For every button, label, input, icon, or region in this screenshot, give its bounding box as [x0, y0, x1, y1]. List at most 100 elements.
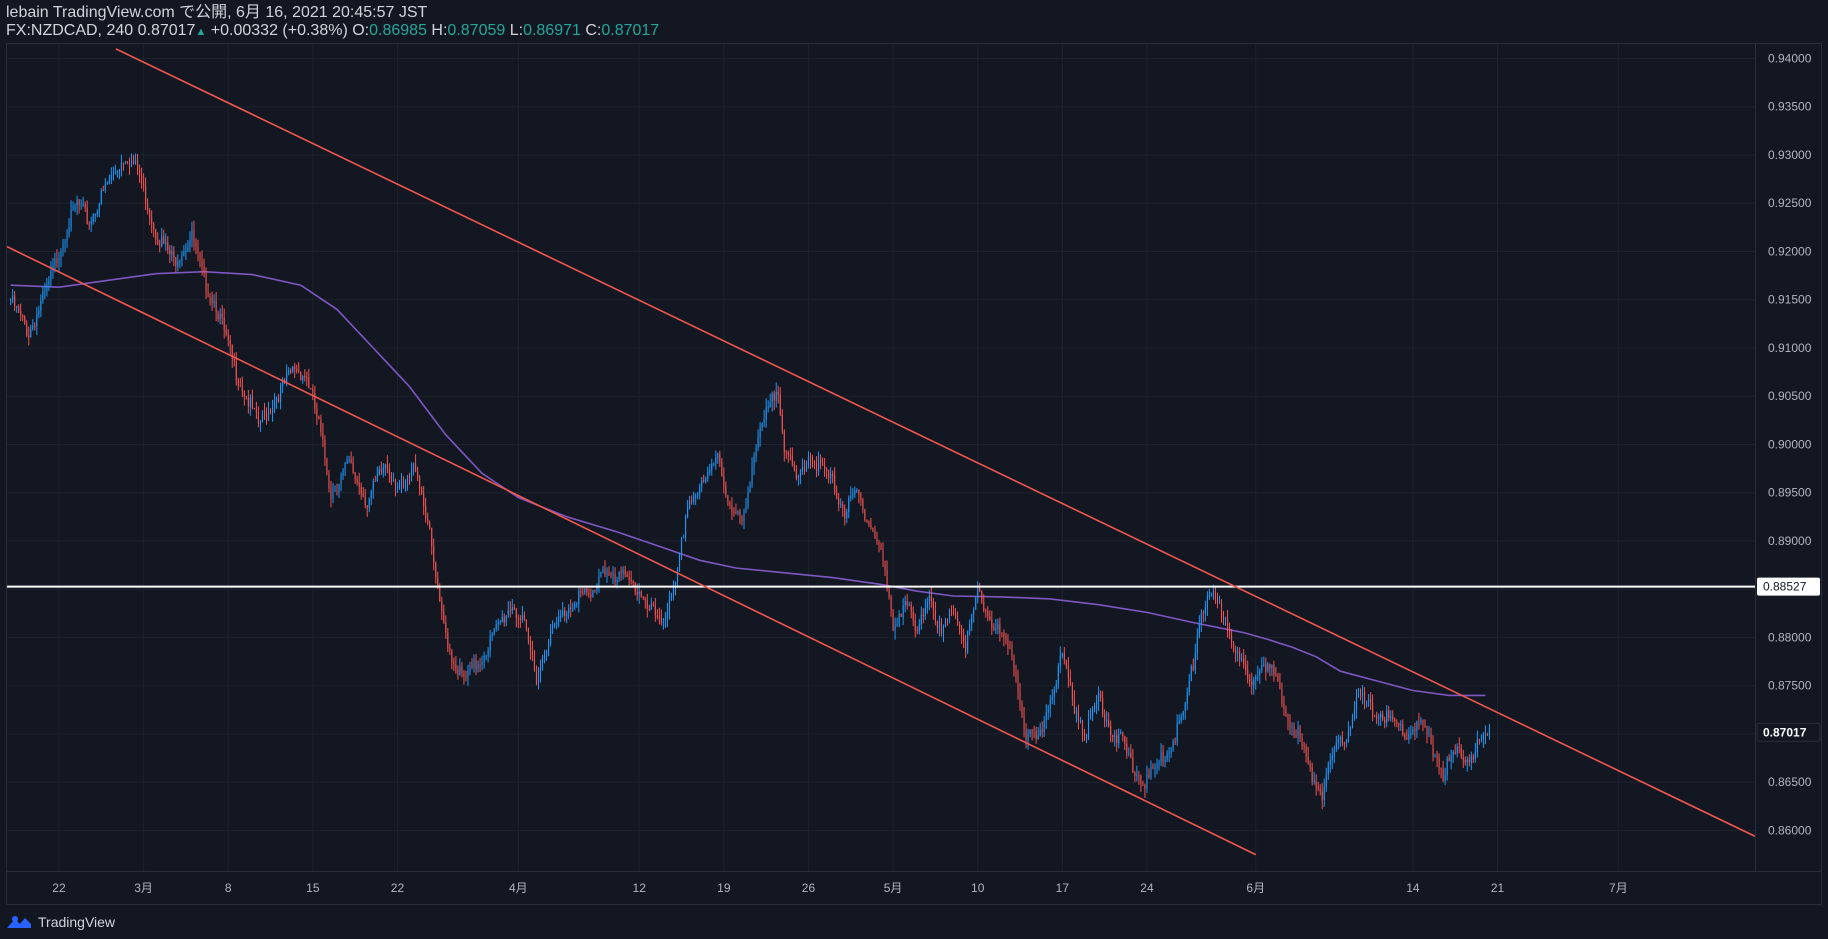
- candle-body: [24, 316, 26, 325]
- price-tick-label: 0.87500: [1768, 679, 1812, 693]
- candle-body: [1329, 760, 1331, 765]
- candle-body: [501, 616, 503, 623]
- candle-body: [610, 574, 612, 576]
- candle-body: [408, 476, 411, 478]
- candle-body: [364, 496, 366, 506]
- candle-body: [32, 325, 34, 329]
- symbol-label[interactable]: FX:NZDCAD, 240: [6, 22, 134, 39]
- candle-body: [1297, 727, 1299, 737]
- candle-body: [1083, 732, 1086, 738]
- candle-body: [203, 266, 205, 273]
- candle-body: [531, 650, 534, 658]
- candle-body: [88, 223, 90, 225]
- candle-body: [386, 464, 388, 470]
- candle-body: [1406, 738, 1408, 740]
- candle-body: [1122, 732, 1124, 736]
- candle-body: [1418, 721, 1420, 723]
- candle-body: [1279, 681, 1281, 690]
- price-change: +0.00332 (+0.38%): [210, 22, 348, 39]
- candle-body: [1198, 623, 1200, 637]
- candle-body: [852, 494, 854, 496]
- candle-body: [1339, 736, 1341, 739]
- candle-body: [1043, 720, 1045, 732]
- candle-body: [683, 537, 685, 539]
- candle-body: [118, 169, 120, 172]
- footer-branding[interactable]: TradingView: [6, 911, 115, 933]
- candle-body: [513, 607, 515, 610]
- candle-body: [1206, 596, 1208, 608]
- candle-body: [616, 579, 618, 584]
- candle-body: [269, 409, 272, 413]
- candle-body: [805, 466, 808, 471]
- candle-body: [727, 495, 729, 503]
- candle-body: [1422, 719, 1424, 725]
- candle-body: [1228, 630, 1231, 636]
- candle-body: [854, 490, 856, 495]
- candle-body: [20, 311, 22, 315]
- candle-body: [785, 452, 787, 454]
- candle-body: [294, 366, 296, 370]
- candle-body: [537, 673, 540, 685]
- candle-body: [1327, 764, 1329, 776]
- candle-body: [1190, 666, 1192, 682]
- candle-body: [155, 229, 157, 240]
- candle-body: [151, 217, 153, 224]
- candle-body: [139, 169, 141, 176]
- candle-body: [965, 642, 967, 652]
- candle-body: [108, 179, 110, 183]
- candle-body: [642, 596, 644, 599]
- candle-body: [1162, 751, 1164, 763]
- candle-body: [193, 229, 195, 244]
- candle-body: [1055, 683, 1057, 690]
- candle-body: [1470, 756, 1472, 763]
- candle-body: [928, 595, 930, 602]
- candle-body: [455, 664, 457, 670]
- candle-body: [1033, 731, 1035, 733]
- candle-body: [378, 469, 380, 475]
- candle-body: [1202, 612, 1204, 614]
- candle-body: [755, 448, 757, 457]
- candle-body: [419, 477, 421, 489]
- candle-body: [1408, 733, 1410, 740]
- candle-body: [995, 628, 997, 630]
- candle-body: [1222, 616, 1225, 620]
- price-axis[interactable]: 0.94000 0.93500 0.93000 0.92500 0.92000 0.915…: [1756, 51, 1821, 837]
- candle-body: [100, 189, 102, 204]
- candle-body: [971, 614, 973, 625]
- candle-body: [767, 407, 769, 409]
- candle-body: [725, 486, 727, 496]
- price-tick-label: 0.89500: [1768, 486, 1812, 500]
- candle-body: [493, 628, 495, 635]
- candle-body: [1468, 759, 1470, 763]
- candle-body: [1321, 791, 1323, 801]
- candle-body: [334, 490, 336, 492]
- candle-body: [1196, 636, 1198, 653]
- candle-body: [781, 414, 783, 432]
- candle-body: [592, 590, 594, 597]
- candle-body: [1019, 692, 1021, 704]
- candle-body: [223, 317, 225, 330]
- candle-body: [533, 657, 536, 672]
- candle-body: [209, 296, 211, 298]
- candle-body: [1053, 689, 1055, 697]
- candle-body: [666, 610, 668, 620]
- time-axis[interactable]: 22 3月 8 15 22 4月 12 19 26 5月 10 17 24 6月 14 21 7月: [52, 881, 1627, 895]
- candle-body: [263, 412, 266, 414]
- candle-body: [983, 601, 985, 611]
- candle-body: [459, 666, 461, 676]
- candle-body: [959, 623, 961, 630]
- candle-body: [689, 500, 691, 509]
- price-tick-label: 0.92000: [1768, 244, 1812, 258]
- candle-body: [1349, 727, 1351, 731]
- candle-body: [957, 617, 959, 624]
- candle-body: [145, 185, 147, 204]
- candle-body: [249, 397, 251, 407]
- candle-body: [1440, 767, 1442, 770]
- drawings-layer[interactable]: [6, 48, 1756, 856]
- candle-body: [824, 465, 826, 470]
- candle-body: [421, 488, 423, 494]
- candle-body: [1091, 709, 1094, 718]
- candle-body: [16, 306, 18, 308]
- candle-body: [350, 459, 352, 463]
